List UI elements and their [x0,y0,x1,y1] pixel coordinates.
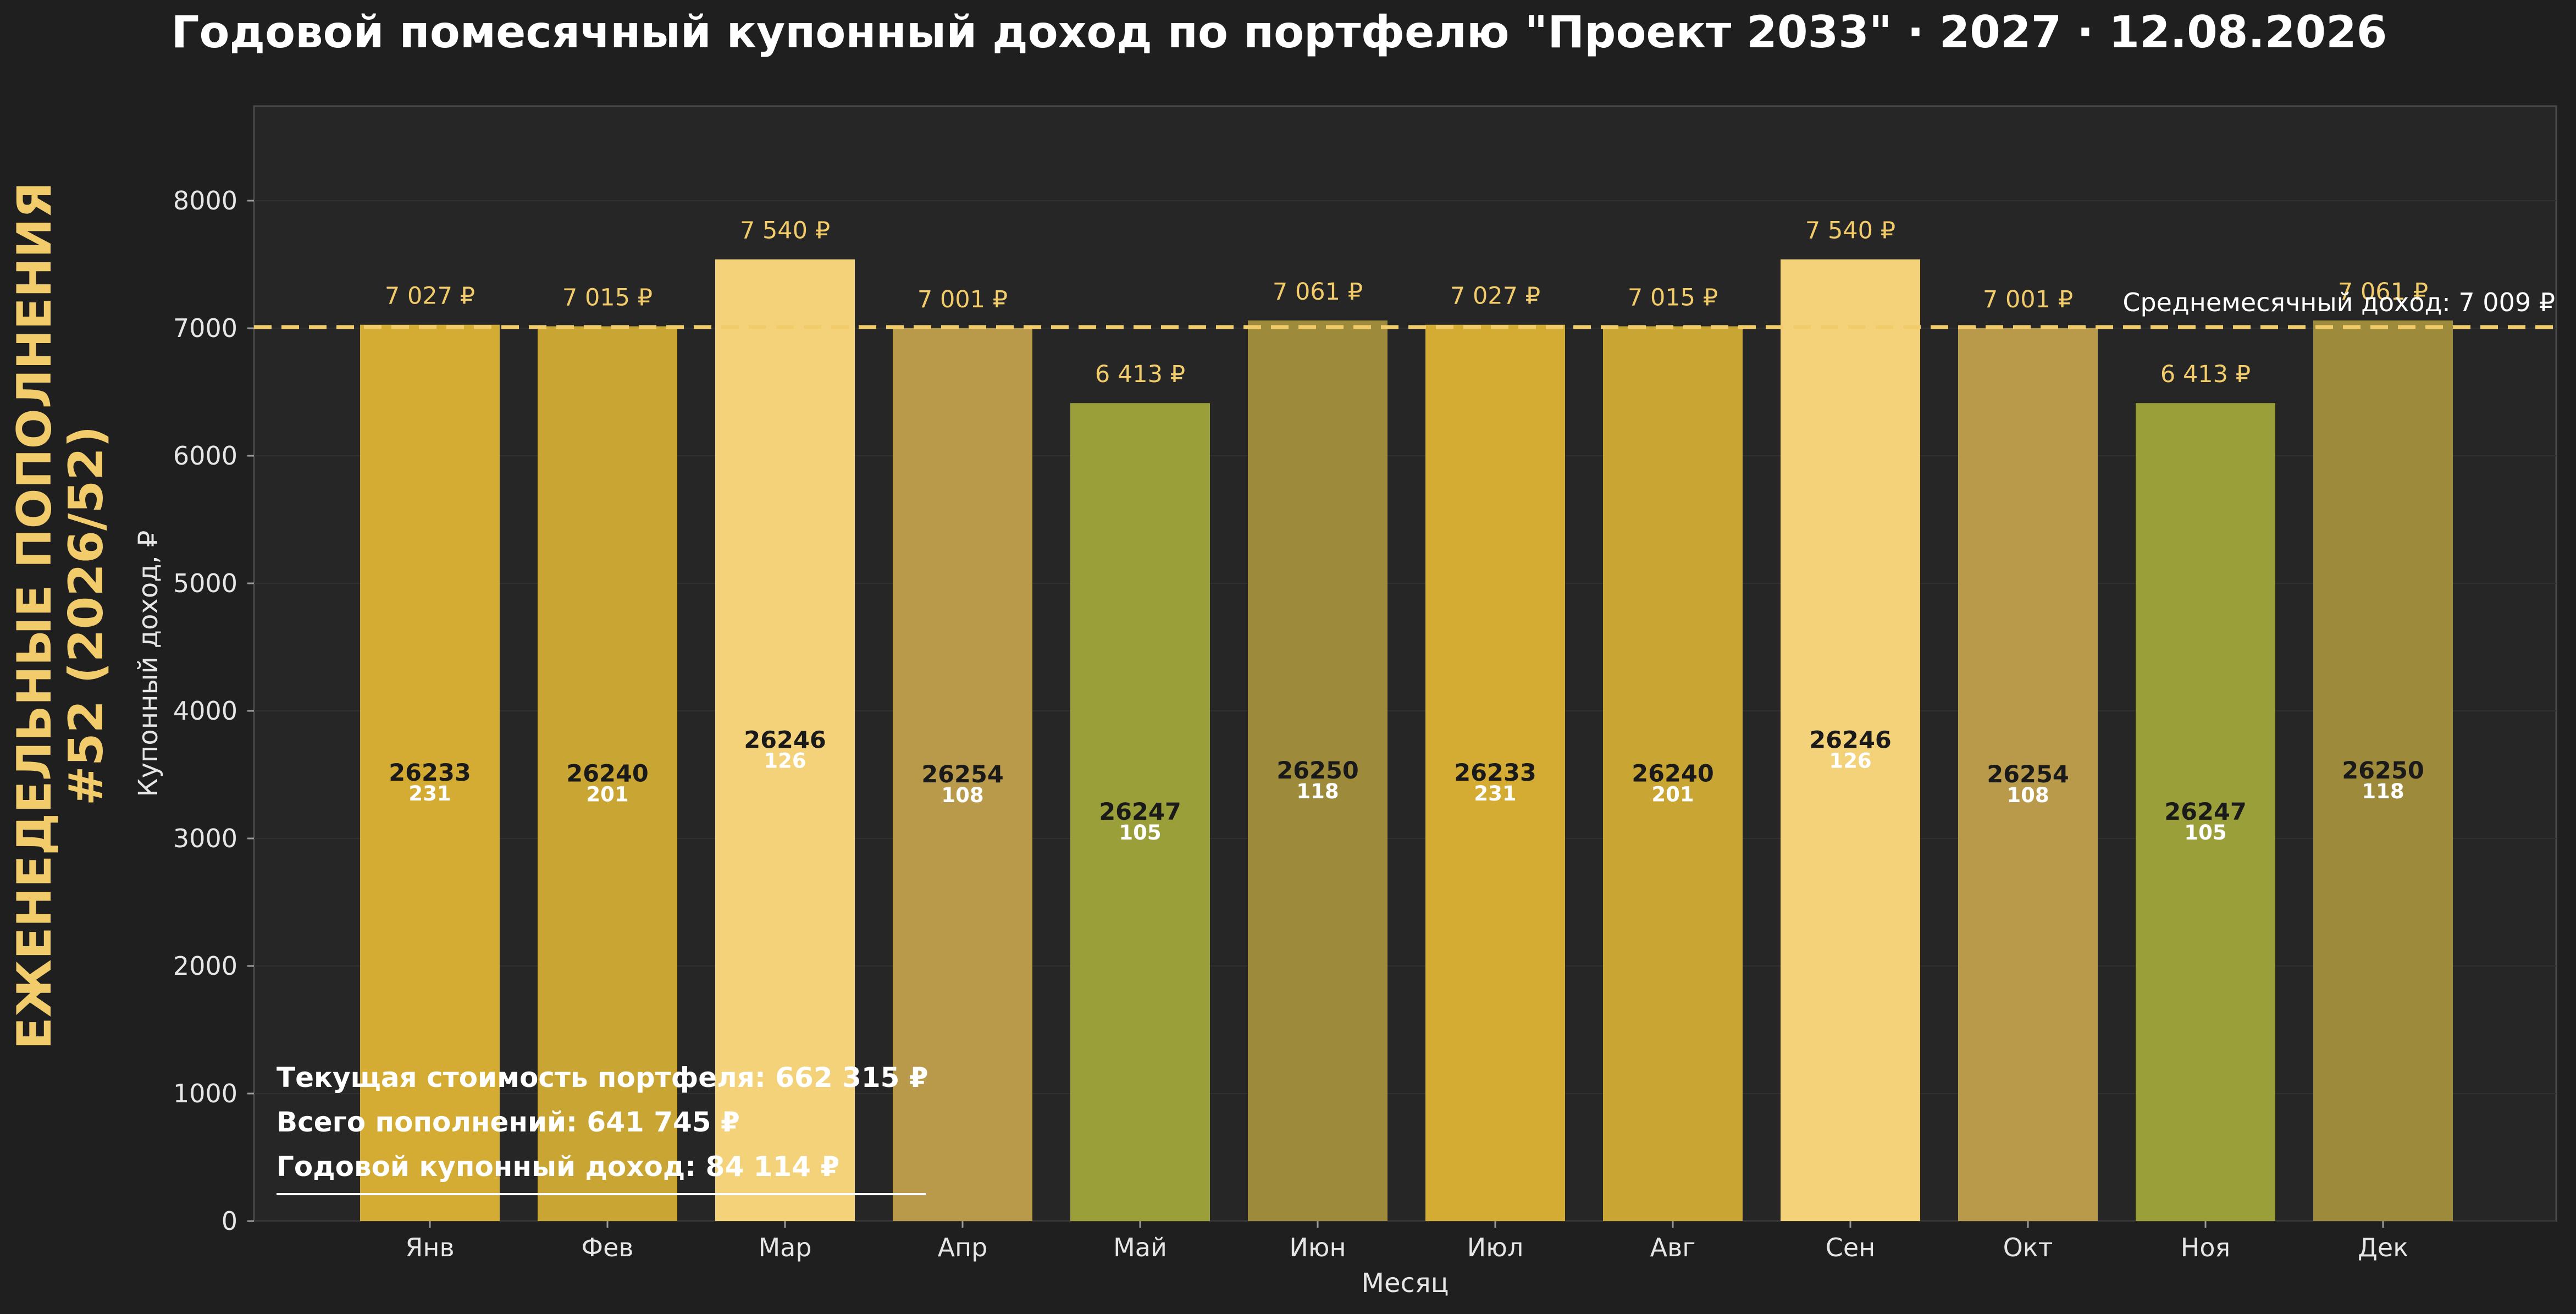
x-axis-label: Месяц [1362,1268,1449,1299]
bar-value-label: 7 540 ₽ [740,217,830,245]
bar [1603,326,1743,1221]
bar-bond-count: 108 [941,783,983,807]
summary-box: Текущая стоимость портфеля: 662 315 ₽ Вс… [277,1062,928,1195]
x-tick-label: Июл [1467,1233,1524,1262]
bar-bond-code: 26240 [1632,760,1714,787]
summary-total-deposits: Всего пополнений: 641 745 ₽ [277,1106,740,1138]
bar-bond-code: 26247 [2164,798,2247,826]
side-label-line-1: ЕЖЕНЕДЕЛЬНЫЕ ПОПОЛНЕНИЯ [7,182,62,1050]
summary-annual-income: Годовой купонный доход: 84 114 ₽ [277,1151,839,1183]
bar-bond-code: 26246 [1809,726,1892,754]
bar-bond-count: 105 [1119,821,1161,844]
y-tick-label: 2000 [173,951,237,981]
bar-bond-code: 26254 [1987,761,2069,788]
bar-value-label: 7 015 ₽ [1628,284,1718,312]
bar-value-label: 7 540 ₽ [1805,217,1895,245]
bar-value-label: 7 027 ₽ [1450,283,1540,310]
bar-bond-count: 126 [764,749,806,772]
x-tick-label: Янв [405,1233,454,1262]
bar-value-label: 7 061 ₽ [1273,278,1363,306]
bar [1781,259,1920,1222]
bar [2313,320,2453,1221]
y-tick-label: 6000 [173,441,237,471]
y-tick-label: 3000 [173,824,237,853]
bar-bond-code: 26254 [921,761,1004,788]
bar-bond-code: 26233 [389,759,471,787]
summary-portfolio-value: Текущая стоимость портфеля: 662 315 ₽ [277,1062,928,1094]
x-tick-label: Ноя [2181,1233,2230,1262]
y-tick-label: 8000 [173,186,237,216]
bar [538,326,677,1221]
x-tick-label: Апр [938,1233,988,1262]
bar-bond-count: 118 [2362,780,2404,803]
bar-bond-count: 105 [2184,821,2226,844]
bar [893,328,1032,1221]
bar-bond-count: 231 [1474,782,1516,805]
bar [1425,324,1565,1221]
y-tick-label: 1000 [173,1079,237,1108]
bar [360,324,500,1221]
bar-bond-count: 231 [408,782,451,805]
bar-bond-count: 126 [1829,749,1871,772]
bar-bond-code: 26246 [744,726,826,754]
bar-value-label: 6 413 ₽ [1095,361,1185,388]
bar [1070,403,1210,1221]
bar [1248,320,1387,1221]
x-tick-label: Май [1113,1233,1167,1262]
x-tick-label: Авг [1650,1233,1696,1262]
y-tick-label: 4000 [173,696,237,726]
y-tick-label: 7000 [173,313,237,343]
bar-value-label: 7 027 ₽ [385,283,475,310]
bar-bond-code: 26250 [1276,757,1359,785]
y-tick-label: 5000 [173,568,237,598]
bar [715,259,855,1222]
bar-bond-count: 201 [1651,782,1694,806]
bar-value-label: 7 001 ₽ [1983,286,2073,313]
side-label: ЕЖЕНЕДЕЛЬНЫЕ ПОПОЛНЕНИЯ #52 (2026/52) [7,182,114,1050]
bar-bond-count: 201 [586,782,628,806]
x-tick-label: Июн [1289,1233,1346,1262]
bar-bond-count: 108 [2006,783,2049,807]
average-label: Среднемесячный доход: 7 009 ₽ [2122,288,2555,317]
bar-bond-code: 26240 [566,760,649,787]
y-axis-label: Купонный доход, ₽ [133,531,164,797]
bar-value-label: 7 061 ₽ [2338,278,2428,306]
chart-title: Годовой помесячный купонный доход по пор… [172,7,2387,58]
bar-value-label: 6 413 ₽ [2160,361,2251,388]
x-tick-label: Сен [1826,1233,1876,1262]
x-tick-label: Фев [581,1233,633,1262]
y-axis-ticks: 0 1000 2000 3000 4000 5000 6000 7000 8000 [173,186,254,1236]
bar-value-label: 7 001 ₽ [917,286,1008,313]
bars-group [360,259,2453,1222]
x-tick-label: Мар [758,1233,811,1262]
x-axis-ticks: Янв Фев Мар Апр Май Июн Июл Авг Сен Окт Ноя Дек [405,1221,2408,1262]
side-label-line-2: #52 (2026/52) [59,426,114,806]
x-tick-label: Дек [2358,1233,2408,1262]
y-tick-label: 0 [222,1206,237,1236]
bar [2136,403,2275,1221]
bar-bond-code: 26233 [1454,759,1536,787]
bar-bond-count: 118 [1296,780,1339,803]
bar-value-label: 7 015 ₽ [562,284,653,312]
x-tick-label: Окт [2003,1233,2053,1262]
bar-bond-code: 26250 [2342,757,2424,785]
bar-bond-code: 26247 [1099,798,1181,826]
bar [1958,328,2098,1221]
